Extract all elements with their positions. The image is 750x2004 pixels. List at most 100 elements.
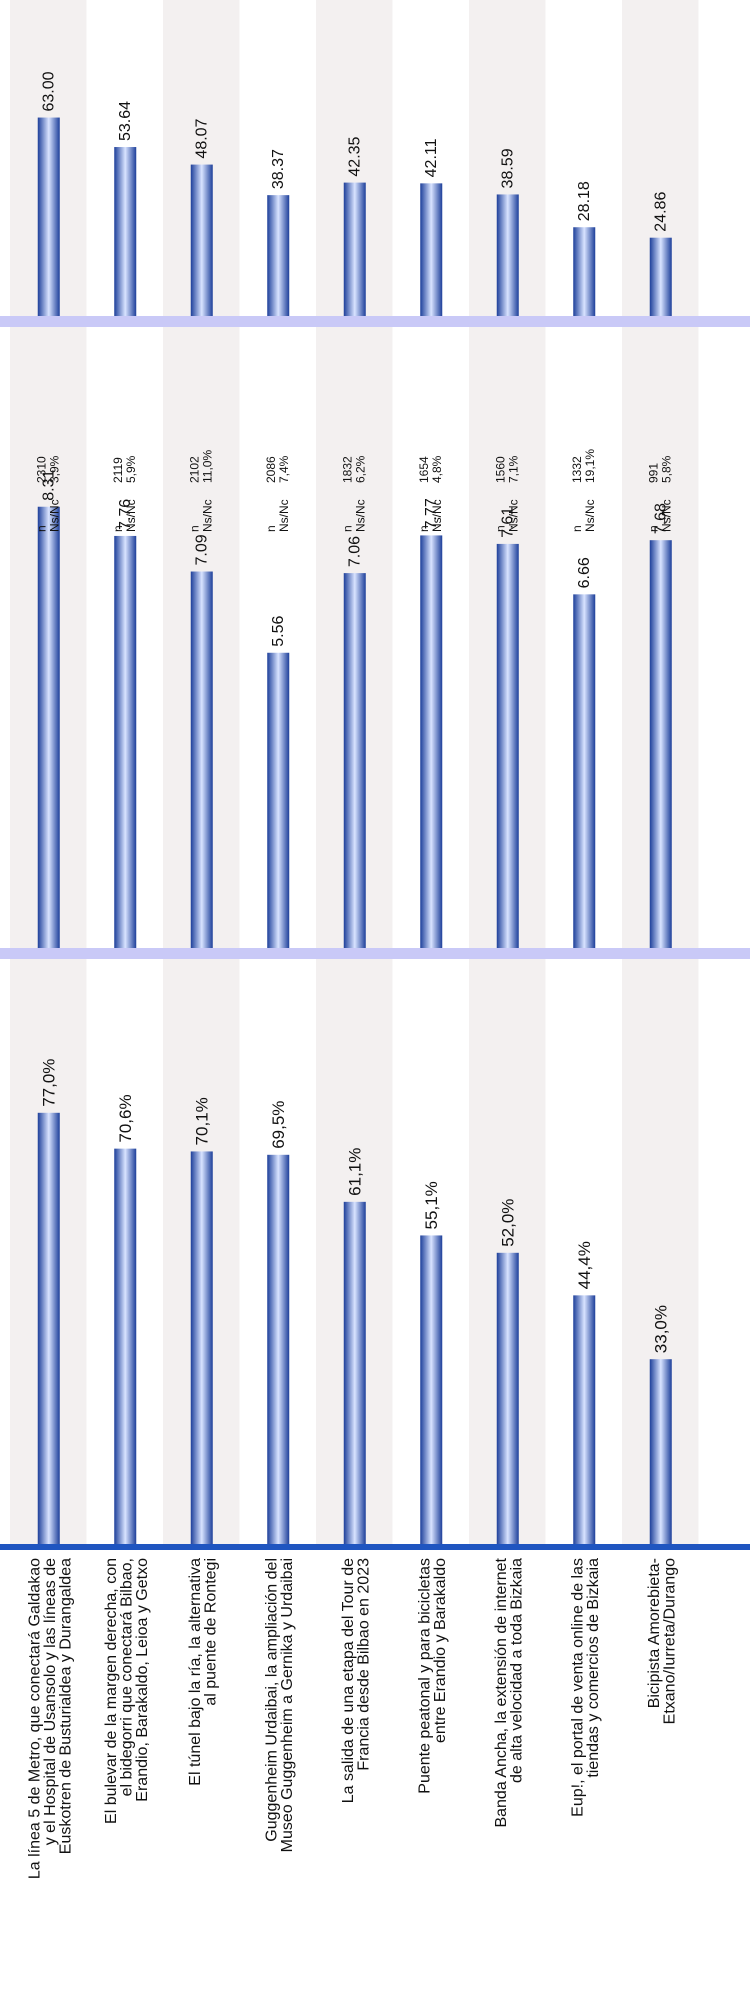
category-label: Eup!, el portal de venta online de las [570, 1558, 587, 1817]
bar-panel2 [37, 506, 60, 948]
category-label: Erandio, Barakaldo, Leioa y Getxo [134, 1558, 151, 1802]
bar-panel2 [267, 652, 290, 948]
panel-separators [0, 316, 750, 1550]
category-label: El túnel bajo la ría, la alternativa [187, 1558, 204, 1786]
bar-panel2 [190, 571, 213, 948]
category-label: El bulevar de la margen derecha, con [103, 1558, 120, 1824]
bar-panel2 [573, 594, 596, 948]
category-label: de alta velocidad a toda Bizkaia [509, 1558, 526, 1783]
meta-key-n: n [187, 525, 201, 532]
value-label-panel1: 33,0% [651, 1305, 670, 1353]
category-label: La salida de una etapa del Tour de [340, 1558, 357, 1803]
value-label-panel1: 52,0% [498, 1199, 517, 1247]
meta-key-n: n [417, 525, 431, 532]
category-label: Banda Ancha, la extensión de internet [493, 1557, 510, 1827]
bar-panel3 [343, 182, 366, 316]
meta-value-nsnc: 3,9% [47, 455, 61, 483]
value-label-panel3: 63.00 [40, 71, 57, 111]
meta-value-n: 991 [646, 463, 660, 483]
separator-upper [0, 948, 750, 959]
category-label: Museo Guggenheim a Gernika y Urdaibai [279, 1558, 296, 1852]
bar-panel3 [573, 227, 596, 316]
value-label-panel3: 24.86 [652, 192, 669, 232]
meta-value-n: 2102 [187, 456, 201, 483]
bar-panel2 [114, 535, 137, 948]
category-label: Puente peatonal y para bicicletas [417, 1558, 434, 1794]
meta-key-nsnc: Ns/Nc [47, 499, 61, 532]
value-label-panel3: 38.59 [499, 148, 516, 188]
bar-panel1 [190, 1151, 213, 1544]
value-label-panel2: 7.06 [346, 536, 363, 567]
bar-panel1 [114, 1148, 137, 1544]
meta-key-nsnc: Ns/Nc [277, 499, 291, 532]
category-label: tiendas y comercios de Bizkaia [585, 1558, 602, 1778]
category-label: Bicipista Amorebieta- [646, 1558, 663, 1708]
meta-key-n: n [646, 525, 660, 532]
axis-line-main [0, 1544, 750, 1550]
meta-key-nsnc: Ns/Nc [353, 499, 367, 532]
meta-value-n: 1832 [340, 456, 354, 483]
category-label: entre Erandio y Barakaldo [432, 1558, 449, 1743]
meta-key-n: n [111, 525, 125, 532]
bar-panel2 [343, 573, 366, 948]
bar-panel1 [37, 1112, 60, 1544]
bar-panel3 [496, 194, 519, 316]
category-label: Etxano/Iurreta/Durango [662, 1558, 679, 1724]
value-label-panel3: 53.64 [117, 101, 134, 141]
value-label-panel3: 48.07 [193, 118, 210, 158]
value-label-panel3: 42.11 [423, 138, 440, 177]
meta-value-nsnc: 5,8% [659, 455, 673, 483]
value-label-panel1: 61,1% [345, 1148, 364, 1196]
meta-key-n: n [264, 525, 278, 532]
value-label-panel2: 7.09 [193, 534, 210, 565]
bar-panel3 [190, 164, 213, 316]
meta-key-n: n [493, 525, 507, 532]
meta-value-n: 1560 [493, 456, 507, 483]
bar-panel3 [420, 183, 443, 316]
bar-panel2 [649, 540, 672, 948]
meta-value-n: 2119 [111, 457, 125, 483]
value-label-panel1: 77,0% [39, 1059, 58, 1107]
value-label-panel1: 69,5% [269, 1101, 288, 1149]
meta-value-nsnc: 11,0% [200, 450, 214, 483]
meta-value-nsnc: 7,4% [277, 455, 291, 483]
value-label-panel1: 55,1% [422, 1181, 441, 1229]
category-label: La línea 5 de Metro, que conectará Galda… [26, 1558, 43, 1879]
value-label-panel2: 7.77 [423, 498, 440, 529]
value-label-panel1: 70,6% [116, 1094, 135, 1142]
bar-panel3 [649, 237, 672, 316]
separator-lower [0, 316, 750, 327]
category-label: al puente de Rontegi [203, 1558, 220, 1706]
value-label-panel3: 38.37 [270, 149, 287, 189]
bar-panel1 [343, 1201, 366, 1544]
value-label-panel2: 7.68 [652, 503, 669, 534]
meta-key-n: n [340, 525, 354, 532]
value-label-panel2: 7.61 [499, 507, 516, 538]
row-band [698, 0, 750, 1548]
meta-key-nsnc: Ns/Nc [200, 499, 214, 532]
meta-value-n: 1332 [570, 456, 584, 483]
value-label-panel1: 70,1% [192, 1097, 211, 1145]
meta-key-nsnc: Ns/Nc [659, 499, 673, 532]
category-label: Francia desde Bilbao en 2023 [356, 1558, 373, 1771]
value-label-panel3: 28.18 [576, 181, 593, 221]
value-label-panel2: 7.76 [117, 499, 134, 530]
value-label-panel2: 8.31 [40, 469, 57, 500]
value-label-panel2: 5.56 [270, 616, 287, 647]
meta-value-n: 1654 [417, 456, 431, 483]
meta-value-nsnc: 6,2% [353, 455, 367, 483]
meta-value-n: 2310 [34, 456, 48, 483]
bar-panel1 [573, 1295, 596, 1544]
bar-panel3 [37, 117, 60, 316]
meta-value-nsnc: 7,1% [506, 455, 520, 483]
category-label: Euskotren de Busturialdea y Durangaldea [57, 1558, 74, 1854]
bars [37, 117, 672, 1544]
meta-key-nsnc: Ns/Nc [583, 499, 597, 532]
meta-value-n: 2086 [264, 456, 278, 483]
meta-key-nsnc: Ns/Nc [506, 499, 520, 532]
meta-key-nsnc: Ns/Nc [124, 499, 138, 532]
meta-key-n: n [570, 525, 584, 532]
bar-panel3 [114, 147, 137, 316]
